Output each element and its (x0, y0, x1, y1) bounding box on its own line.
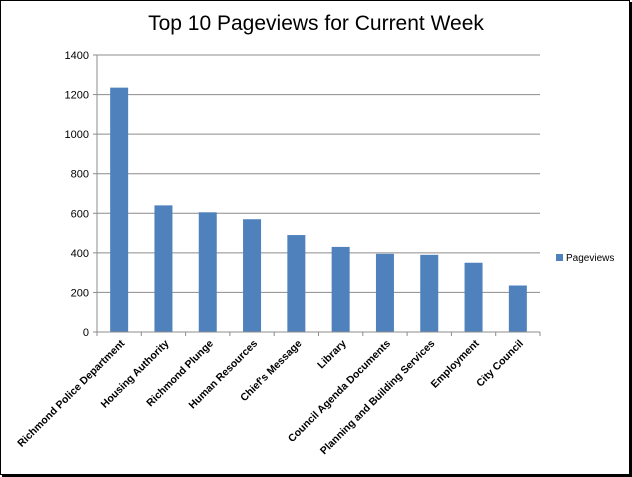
y-tick-label: 1000 (65, 129, 89, 141)
y-tick-label: 0 (83, 327, 89, 339)
legend: Pageviews (556, 253, 614, 264)
bar (375, 253, 394, 332)
bar (464, 262, 483, 332)
y-tick-label: 1200 (65, 90, 89, 102)
y-tick-labels: 0 200 400 600 800 1000 1200 1400 (65, 50, 89, 339)
axes (96, 55, 541, 336)
y-tick-label: 1400 (65, 50, 89, 62)
x-tick-label: Employment (429, 337, 482, 390)
bar (508, 285, 527, 332)
y-tick-label: 200 (71, 287, 89, 299)
chart-title: Top 10 Pageviews for Current Week (148, 12, 484, 35)
bar (198, 212, 217, 332)
x-tick-label: Library (315, 338, 349, 372)
bar (331, 246, 350, 332)
y-tick-label: 600 (71, 208, 89, 220)
bar (420, 254, 439, 332)
legend-swatch (556, 254, 563, 261)
bar (243, 219, 262, 332)
y-tick-label: 400 (71, 248, 89, 260)
legend-label: Pageviews (566, 253, 614, 264)
x-tick-label: City Council (474, 338, 526, 390)
bars (110, 87, 527, 333)
bar (287, 235, 306, 332)
y-tick-label: 800 (71, 169, 89, 181)
bar (154, 205, 173, 332)
bar (110, 87, 129, 333)
